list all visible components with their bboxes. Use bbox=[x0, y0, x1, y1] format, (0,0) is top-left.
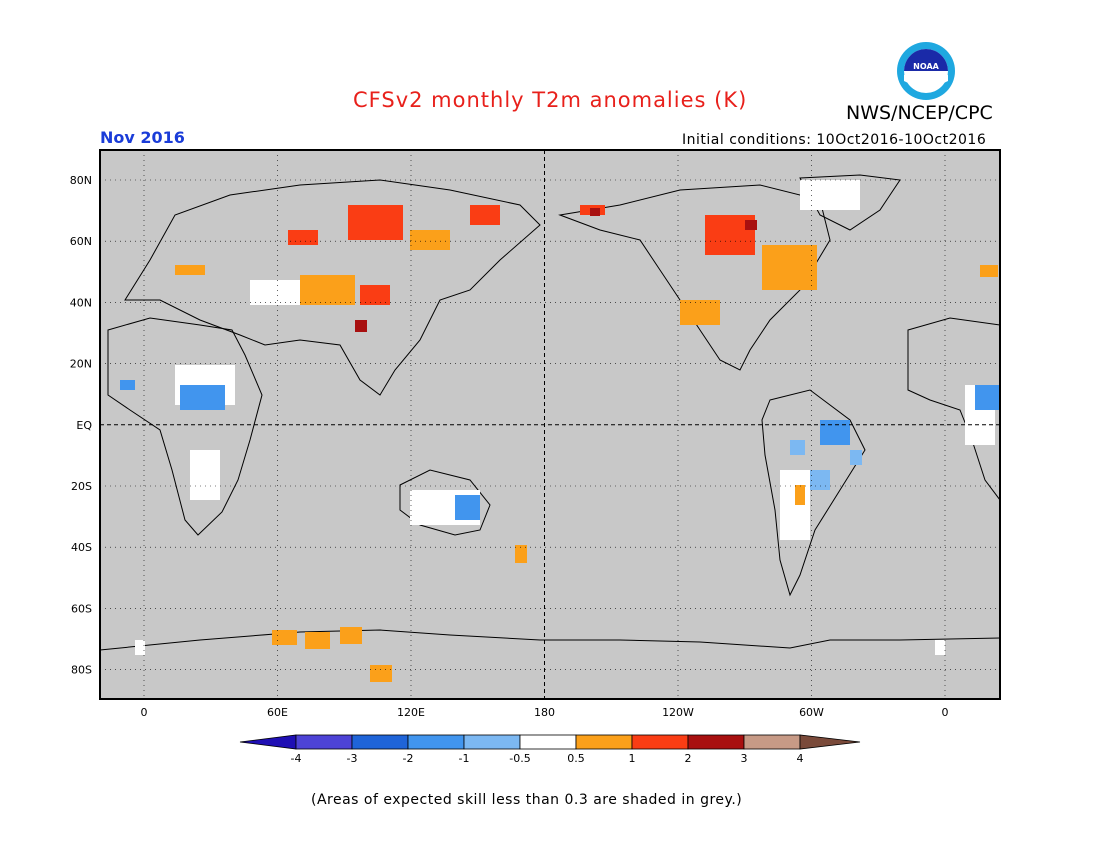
north-america-coast bbox=[558, 184, 831, 371]
lat-label: 80S bbox=[71, 664, 92, 677]
colorbar-box bbox=[351, 734, 409, 750]
anomaly-orange bbox=[175, 230, 998, 682]
colorbar-label: -1 bbox=[459, 752, 470, 765]
australia-coast bbox=[399, 469, 491, 536]
colorbar-label: 1 bbox=[629, 752, 636, 765]
colorbar-label: -0.5 bbox=[509, 752, 530, 765]
colorbar-label: 2 bbox=[685, 752, 692, 765]
lat-label: 60N bbox=[70, 235, 92, 248]
lon-labels: 0 60E 120E 180 120W 60W 0 bbox=[141, 706, 949, 719]
org-label: NWS/NCEP/CPC bbox=[846, 102, 993, 124]
lon-label: 180 bbox=[534, 706, 555, 719]
logo-text: NOAA bbox=[913, 62, 939, 71]
colorbar-label: -3 bbox=[347, 752, 358, 765]
greenland-coast bbox=[799, 174, 901, 231]
anomaly-darkred bbox=[355, 208, 757, 332]
noaa-logo: NOAA bbox=[897, 42, 955, 100]
map-layers bbox=[100, 174, 1000, 682]
colorbar-box bbox=[463, 734, 521, 750]
initial-conditions: Initial conditions: 10Oct2016-10Oct2016 bbox=[682, 132, 987, 148]
gridlines bbox=[100, 150, 1000, 699]
colorbar-label: 0.5 bbox=[567, 752, 585, 765]
colorbar-arrow-low bbox=[239, 734, 297, 750]
colorbar-label: 3 bbox=[741, 752, 748, 765]
lat-label: 60S bbox=[71, 602, 92, 615]
colorbar-box bbox=[519, 734, 577, 750]
anomaly-blue bbox=[120, 380, 1000, 520]
lat-label: 40S bbox=[71, 541, 92, 554]
lon-label: 60W bbox=[799, 706, 824, 719]
colorbar-label: -4 bbox=[291, 752, 302, 765]
eurasia-coast bbox=[124, 179, 541, 396]
map-frame bbox=[99, 149, 1001, 700]
lat-labels: 80N 60N 40N 20N EQ 20S 40S 60S 80S bbox=[70, 174, 93, 677]
colorbar-label: 4 bbox=[797, 752, 804, 765]
lon-label: 0 bbox=[942, 706, 949, 719]
colorbar-box bbox=[575, 734, 633, 750]
colorbar-box bbox=[407, 734, 465, 750]
lat-label: 20S bbox=[71, 480, 92, 493]
lon-label: 120E bbox=[397, 706, 425, 719]
lat-label: EQ bbox=[76, 419, 92, 432]
colorbar-box bbox=[743, 734, 801, 750]
lon-label: 0 bbox=[141, 706, 148, 719]
skill-note: (Areas of expected skill less than 0.3 a… bbox=[311, 792, 743, 808]
lat-label: 20N bbox=[70, 358, 92, 371]
anomaly-red bbox=[288, 205, 755, 305]
colorbar-labels: -4 -3 -2 -1 -0.5 0.5 1 2 3 4 bbox=[291, 752, 804, 765]
lat-label: 80N bbox=[70, 174, 92, 187]
colorbar-label: -2 bbox=[403, 752, 414, 765]
chart-title: CFSv2 monthly T2m anomalies (K) bbox=[353, 88, 748, 112]
colorbar-box bbox=[687, 734, 745, 750]
africa-coast bbox=[107, 317, 263, 536]
anomaly-lightblue bbox=[790, 440, 862, 490]
lon-label: 120W bbox=[662, 706, 694, 719]
lon-label: 60E bbox=[267, 706, 288, 719]
colorbar-arrow-high bbox=[799, 734, 861, 750]
lat-label: 40N bbox=[70, 296, 92, 309]
colorbar bbox=[239, 734, 861, 750]
colorbar-box bbox=[631, 734, 689, 750]
africa-coast-right bbox=[907, 317, 1000, 501]
colorbar-box bbox=[295, 734, 353, 750]
valid-month: Nov 2016 bbox=[100, 128, 185, 147]
